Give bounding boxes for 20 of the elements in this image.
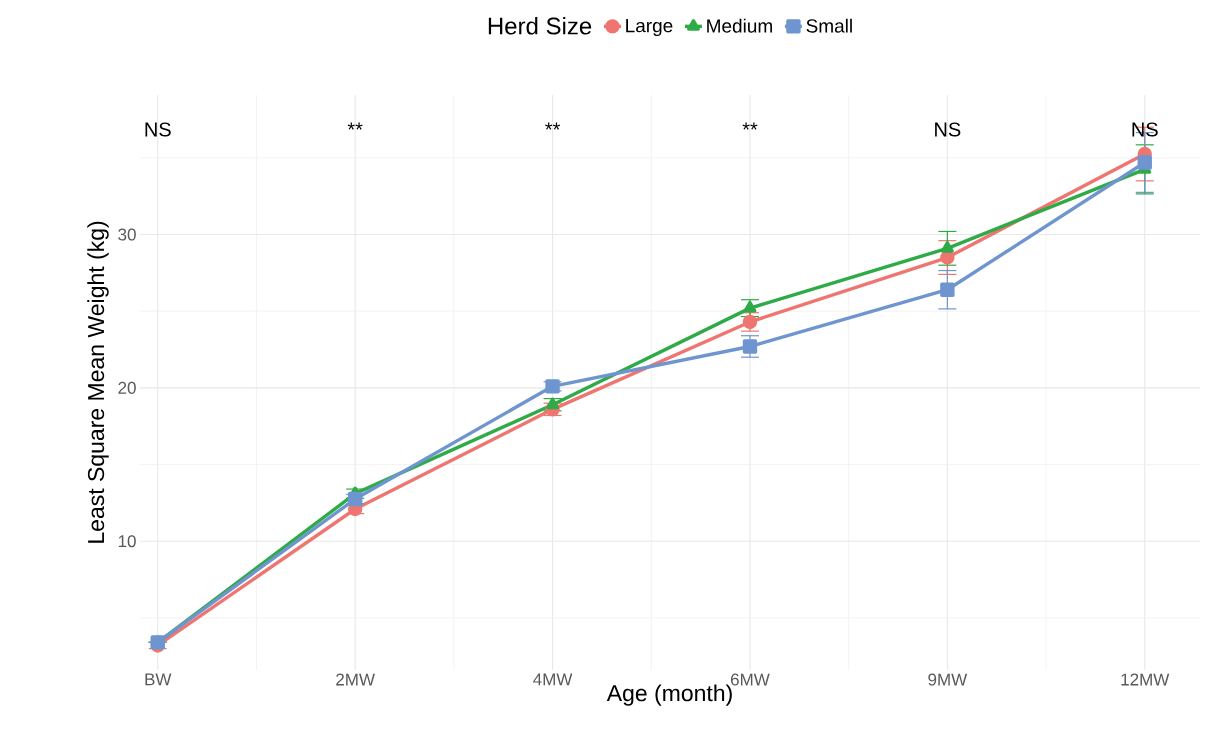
x-tick-label: 6MW: [730, 673, 770, 686]
legend-label: Small: [806, 18, 852, 33]
legend-label: Medium: [707, 18, 772, 33]
y-tick-label: 10: [118, 535, 136, 548]
y-tick-label: 30: [118, 228, 136, 241]
annotation: **: [545, 122, 561, 130]
annotation: **: [742, 122, 758, 130]
x-tick-label: BW: [145, 673, 172, 686]
y-tick-label: 20: [118, 381, 136, 394]
y-axis-title: Least Square Mean Weight (kg): [87, 221, 109, 543]
x-axis-title: Age (month): [606, 684, 732, 706]
legend-title: Herd Size: [488, 16, 592, 35]
x-tick-label: 9MW: [928, 673, 968, 686]
x-tick-label: 2MW: [336, 673, 375, 686]
annotation: **: [347, 122, 363, 130]
legend-label: Large: [626, 19, 673, 37]
annotation: NS: [145, 122, 171, 137]
annotation: NS: [935, 122, 961, 137]
x-tick-label: 12MW: [1121, 673, 1170, 686]
x-tick-label: 4MW: [533, 673, 573, 686]
